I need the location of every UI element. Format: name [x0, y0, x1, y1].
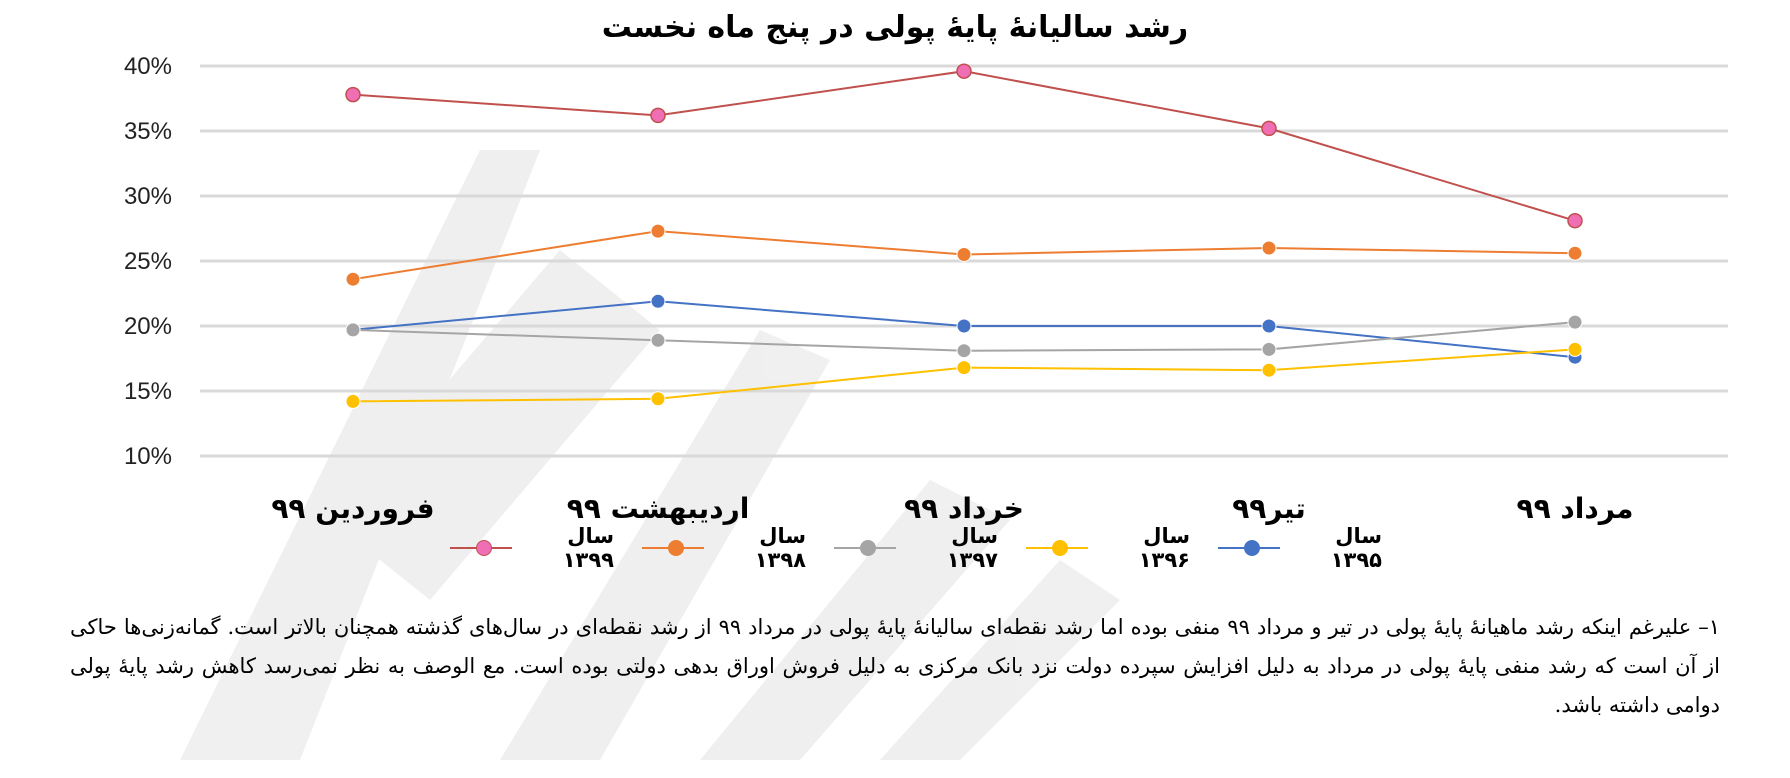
legend-label: سال ۱۳۹۷	[946, 524, 998, 572]
data-point	[1261, 341, 1277, 357]
x-tick-label: اردیبهشت ۹۹	[567, 492, 750, 525]
data-point	[1567, 212, 1583, 229]
data-point	[956, 63, 972, 79]
legend-item: سال ۱۳۹۹	[450, 524, 614, 572]
legend-item: سال ۱۳۹۸	[642, 524, 806, 572]
legend-label: سال ۱۳۹۵	[1330, 524, 1382, 572]
data-point	[1261, 120, 1277, 137]
data-point	[345, 393, 361, 409]
data-point	[650, 223, 666, 239]
x-tick-label: تیر۹۹	[1232, 492, 1306, 525]
data-point	[650, 332, 666, 348]
legend-item: سال ۱۳۹۵	[1218, 524, 1382, 572]
legend-swatch	[834, 538, 896, 558]
y-tick-label: 25%	[124, 248, 172, 275]
legend-label: سال ۱۳۹۸	[754, 524, 806, 572]
legend-item: سال ۱۳۹۶	[1026, 524, 1190, 572]
chart-title: رشد سالیانهٔ پایهٔ پولی در پنج ماه نخست	[601, 10, 1189, 45]
legend-swatch	[450, 538, 512, 558]
x-tick-label: فروردین ۹۹	[271, 492, 434, 525]
legend-label: سال ۱۳۹۶	[1138, 524, 1190, 572]
data-point	[345, 271, 361, 287]
data-point	[1567, 341, 1583, 357]
y-tick-label: 10%	[124, 443, 172, 470]
series-line	[352, 70, 1576, 222]
data-point	[1567, 245, 1583, 261]
x-tick-label: مرداد ۹۹	[1516, 492, 1633, 525]
y-tick-label: 35%	[124, 118, 172, 145]
data-point	[650, 293, 666, 309]
data-point	[650, 107, 666, 124]
y-tick-label: 15%	[124, 378, 172, 405]
y-tick-label: 20%	[124, 313, 172, 340]
data-point	[1261, 362, 1277, 378]
data-point	[345, 322, 361, 338]
legend-item: سال ۱۳۹۷	[834, 524, 998, 572]
data-point	[1261, 318, 1277, 334]
data-point	[650, 391, 666, 407]
data-point	[1567, 314, 1583, 330]
y-tick-label: 30%	[124, 183, 172, 210]
chart-legend: سال ۱۳۹۹ سال ۱۳۹۸ سال ۱۳۹۷ سال ۱۳۹۶ سال ۱۳۹۵	[450, 524, 1410, 572]
data-point	[1261, 240, 1277, 256]
footnote-paragraph: ۱– علیرغم اینکه رشد ماهیانهٔ پایهٔ پولی …	[70, 615, 1720, 717]
data-point	[956, 318, 972, 334]
line-chart: 40% 35% 30% 25% 20% 15% 10% فروردین ۹۹ اردیبهشت …	[124, 53, 1728, 525]
legend-swatch	[1218, 538, 1280, 558]
legend-swatch	[1026, 538, 1088, 558]
data-point	[345, 86, 361, 103]
legend-label: سال ۱۳۹۹	[562, 524, 614, 572]
data-point	[956, 247, 972, 262]
data-point	[956, 360, 972, 376]
data-point	[956, 343, 972, 359]
x-tick-label: خرداد ۹۹	[904, 492, 1024, 525]
y-tick-label: 40%	[124, 53, 172, 80]
legend-swatch	[642, 538, 704, 558]
